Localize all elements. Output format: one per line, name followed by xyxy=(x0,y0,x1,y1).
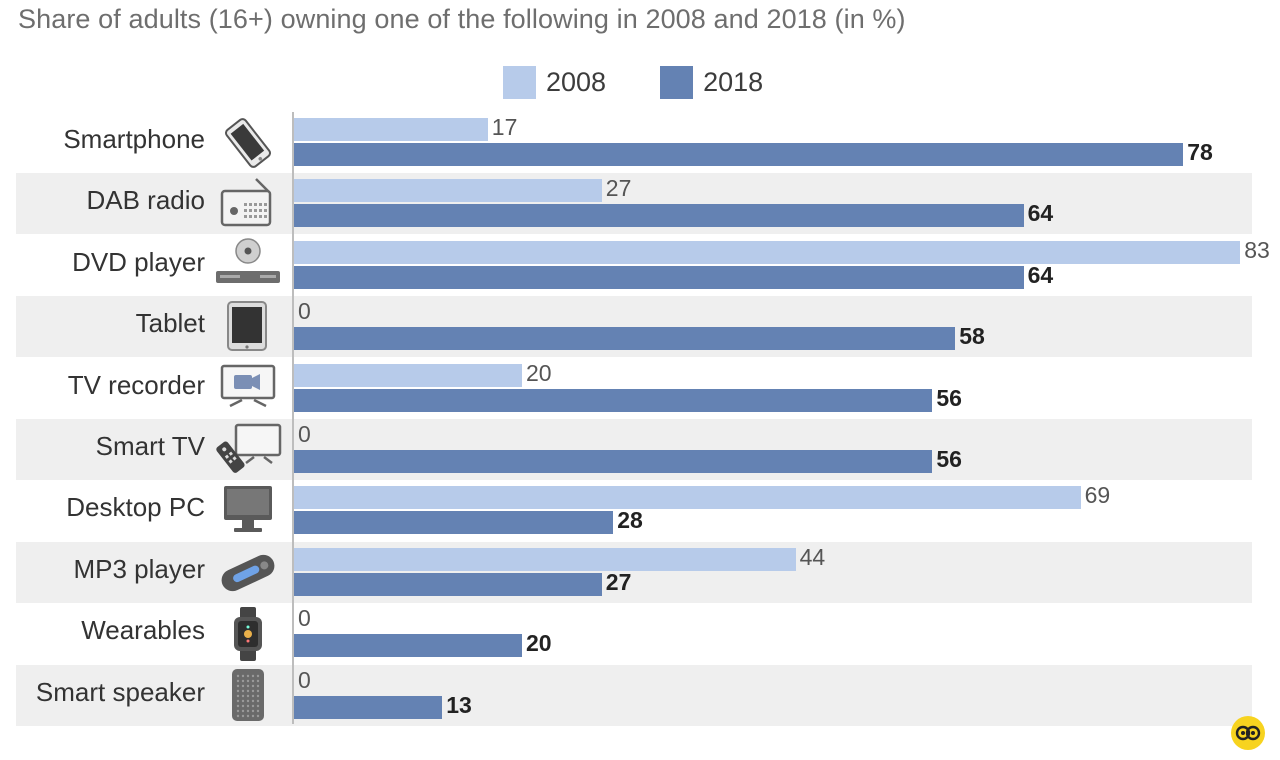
data-label-2008: 0 xyxy=(298,605,311,632)
smart-tv-icon xyxy=(212,419,284,481)
category-label: Smart TV xyxy=(95,431,205,461)
data-label-2018: 28 xyxy=(617,507,643,534)
bar-2008 xyxy=(294,179,602,203)
legend-item-2018: 2018 xyxy=(660,66,763,99)
row-band xyxy=(16,603,1252,665)
brand-logo xyxy=(1231,716,1265,750)
chart-subtitle: Share of adults (16+) owning one of the … xyxy=(18,4,906,34)
tv-recorder-icon xyxy=(212,358,284,420)
legend-swatch-2008 xyxy=(503,66,536,99)
legend-swatch-2018 xyxy=(660,66,694,99)
category-label: Wearables xyxy=(81,615,205,646)
data-label-2008: 27 xyxy=(605,175,632,202)
category-label: DAB radio xyxy=(86,185,206,216)
data-label-2018: 27 xyxy=(605,568,632,595)
bar-2018 xyxy=(294,634,522,658)
bar-2018 xyxy=(294,695,443,719)
data-label-2008: 17 xyxy=(491,114,518,140)
data-label-2008: 69 xyxy=(1084,482,1111,509)
bar-2008 xyxy=(294,547,796,571)
data-label-2018: 64 xyxy=(1027,200,1054,227)
bar-2018 xyxy=(294,204,1024,228)
bar-2008 xyxy=(294,363,522,387)
statista-logo-icon xyxy=(1235,725,1261,741)
data-label-2018: 56 xyxy=(936,446,962,472)
smartwatch-icon xyxy=(212,603,284,665)
data-label-2008: 20 xyxy=(526,359,552,386)
legend-item-2008: 2008 xyxy=(503,66,606,99)
bar-2018 xyxy=(294,265,1024,289)
data-label-2018: 58 xyxy=(959,323,985,350)
data-label-2008: 0 xyxy=(298,298,311,325)
data-label-2018: 56 xyxy=(936,384,962,411)
data-label-2018: 13 xyxy=(446,691,472,718)
smartphone-icon xyxy=(212,112,284,174)
y-axis-line xyxy=(292,112,294,724)
row-band xyxy=(16,664,1252,726)
legend-label-2018: 2018 xyxy=(703,67,764,97)
category-label: Desktop PC xyxy=(66,492,205,523)
category-label: TV recorder xyxy=(67,369,205,400)
category-label: DVD player xyxy=(72,246,205,277)
data-label-2008: 0 xyxy=(298,666,311,693)
data-label-2008: 83 xyxy=(1244,236,1270,263)
bar-2018 xyxy=(294,450,933,473)
data-label-2018: 64 xyxy=(1027,261,1054,288)
data-label-2008: 44 xyxy=(799,543,826,570)
category-label: MP3 player xyxy=(73,553,206,584)
smart-speaker-icon xyxy=(212,665,284,727)
tablet-icon xyxy=(212,296,284,358)
bar-2018 xyxy=(294,143,1184,166)
desktop-pc-icon xyxy=(212,480,284,542)
radio-icon xyxy=(212,173,284,235)
category-label: Tablet xyxy=(135,308,205,339)
bar-2008 xyxy=(294,240,1241,264)
bar-2018 xyxy=(294,327,956,351)
chart-legend: 2008 2018 xyxy=(503,66,817,99)
category-label: Smartphone xyxy=(63,124,205,154)
legend-label-2008: 2008 xyxy=(546,67,607,97)
data-label-2008: 0 xyxy=(298,421,311,447)
bar-2018 xyxy=(294,388,933,412)
bar-2018 xyxy=(294,572,602,596)
bar-2008 xyxy=(294,486,1081,510)
data-label-2018: 20 xyxy=(526,630,552,657)
data-label-2018: 78 xyxy=(1187,139,1213,165)
category-label: Smart speaker xyxy=(35,676,205,707)
bar-2018 xyxy=(294,511,614,535)
mp3-player-icon xyxy=(212,542,284,604)
dvd-player-icon xyxy=(212,235,284,297)
bar-2008 xyxy=(294,118,488,141)
